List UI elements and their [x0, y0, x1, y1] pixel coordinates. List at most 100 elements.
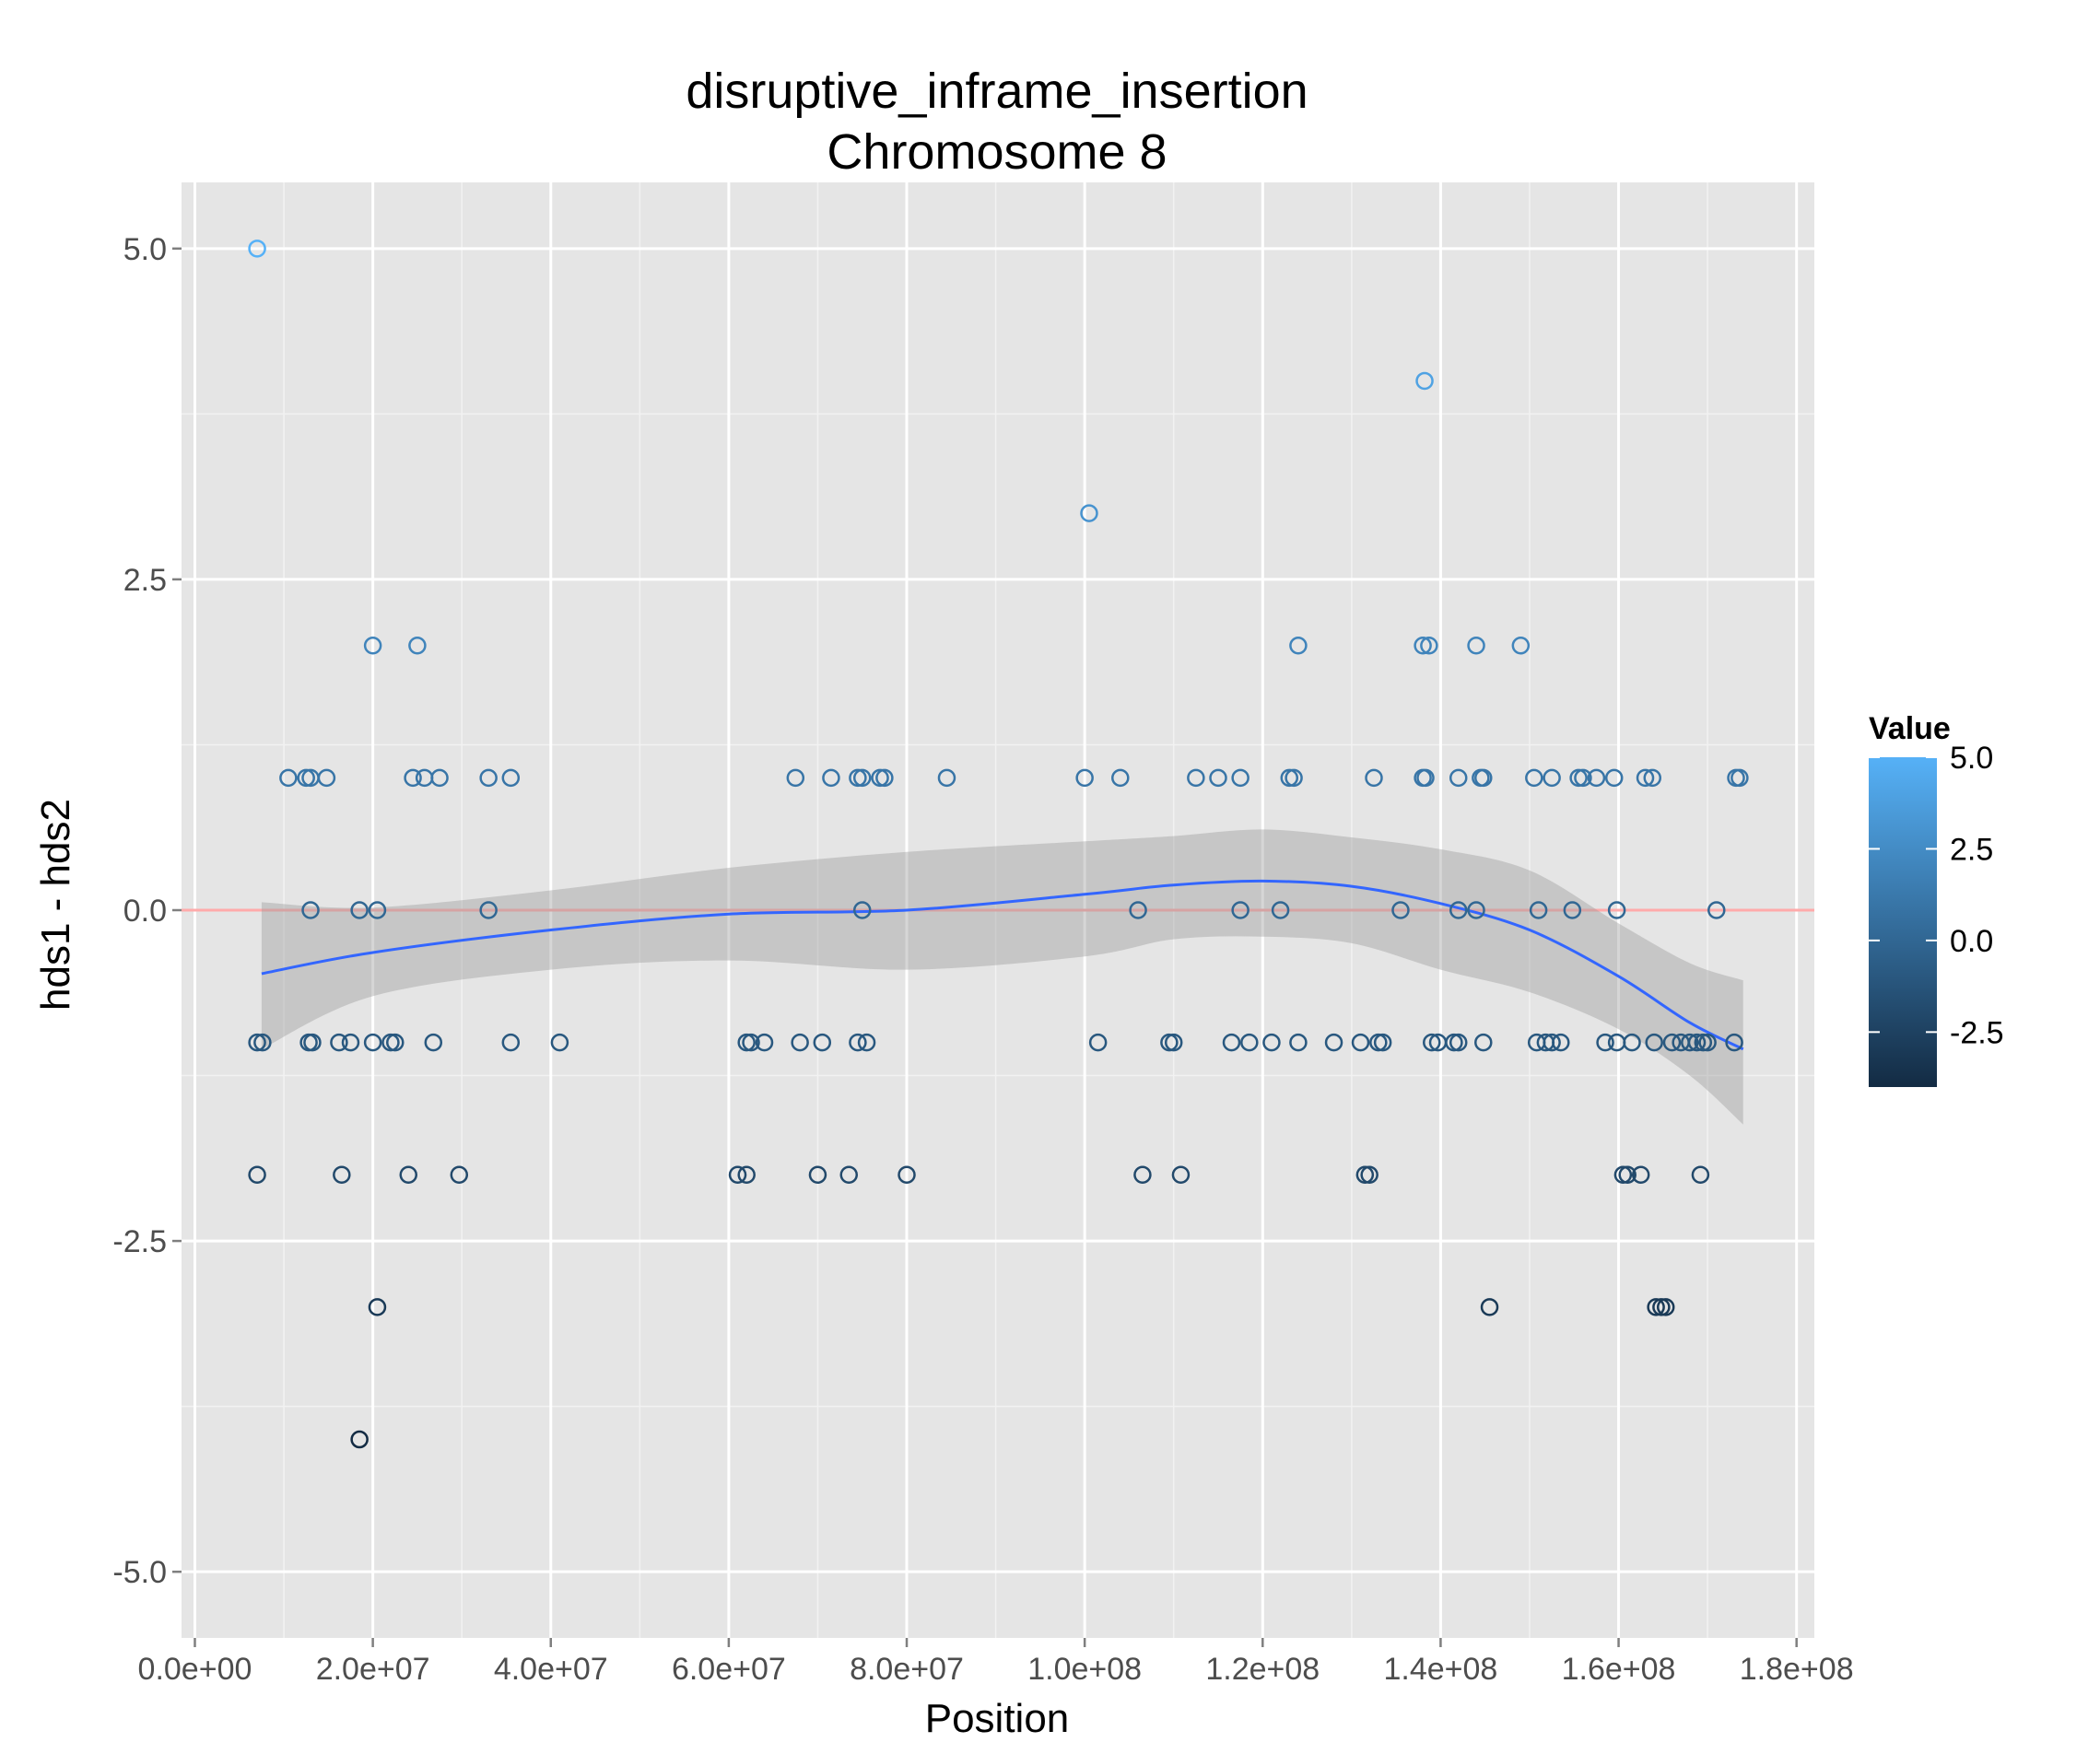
x-tick-label: 4.0e+07 — [494, 1652, 608, 1687]
data-point — [1631, 1165, 1650, 1185]
data-point — [479, 901, 498, 919]
data-point — [1467, 901, 1485, 919]
data-point — [1445, 1033, 1463, 1052]
data-point — [1698, 1033, 1717, 1052]
points-layer — [248, 240, 1749, 1449]
data-point — [333, 1165, 351, 1185]
data-point — [849, 768, 867, 788]
data-point — [1088, 1033, 1108, 1052]
data-point — [399, 1165, 417, 1185]
data-point — [1171, 1165, 1191, 1185]
data-point — [1231, 768, 1249, 788]
data-point — [430, 768, 449, 788]
data-point — [1271, 901, 1290, 919]
data-point — [742, 1033, 760, 1052]
y-axis-title: hds1 - hds2 — [33, 799, 78, 1011]
data-point — [1574, 768, 1592, 788]
data-point — [728, 1165, 747, 1185]
data-point — [1662, 1033, 1682, 1052]
data-point — [1355, 1165, 1375, 1185]
x-axis: 0.0e+00 2.0e+07 4.0e+07 6.0e+07 8.0e+07 1.0e+… — [138, 1638, 1854, 1687]
data-point — [1129, 901, 1147, 919]
legend-tick-label: -2.5 — [1950, 1015, 2004, 1050]
data-point — [363, 1033, 382, 1052]
smooth-line — [261, 879, 1744, 1051]
data-point — [1420, 636, 1438, 655]
legend-ticks: 5.0 2.5 0.0 -2.5 — [1869, 741, 2004, 1050]
data-point — [839, 1165, 859, 1185]
color-legend: Value 5.0 2.5 0.0 -2.5 — [1869, 711, 2004, 1087]
data-point — [1687, 1033, 1707, 1052]
data-point — [897, 1165, 916, 1185]
data-point — [550, 1033, 569, 1052]
smooth-layer — [261, 829, 1744, 1125]
data-point — [350, 1430, 369, 1449]
data-point — [1725, 1033, 1743, 1052]
data-point — [386, 1033, 405, 1052]
x-tick-label: 6.0e+07 — [672, 1652, 786, 1687]
data-point — [368, 1298, 387, 1316]
data-point — [479, 768, 498, 788]
data-point — [1543, 1033, 1561, 1052]
data-point — [248, 1033, 266, 1052]
x-tick-label: 1.6e+08 — [1562, 1652, 1676, 1687]
data-point — [450, 1165, 469, 1185]
legend-tick-label: 2.5 — [1950, 832, 1993, 867]
data-point — [1209, 768, 1227, 788]
data-point — [1391, 901, 1410, 919]
data-point — [1285, 768, 1303, 788]
confidence-band — [261, 829, 1743, 1125]
data-point — [1604, 768, 1624, 788]
x-tick-label: 1.0e+08 — [1027, 1652, 1142, 1687]
data-point — [1449, 768, 1468, 788]
data-point — [248, 1165, 266, 1185]
data-point — [1324, 1033, 1343, 1052]
data-point — [317, 768, 336, 788]
y-tick-label: 2.5 — [123, 563, 167, 598]
data-point — [737, 1165, 756, 1185]
y-tick-label: -5.0 — [112, 1555, 167, 1590]
data-point — [1569, 768, 1588, 788]
data-point — [501, 1033, 521, 1052]
legend-tick-label: 0.0 — [1950, 924, 1993, 959]
data-point — [1613, 1165, 1633, 1185]
data-point — [808, 1165, 827, 1185]
data-point — [279, 768, 298, 788]
data-point — [1415, 371, 1434, 391]
data-point — [1596, 1033, 1614, 1052]
y-tick-label: 5.0 — [123, 232, 167, 267]
x-tick-label: 1.4e+08 — [1383, 1652, 1497, 1687]
data-point — [1529, 901, 1548, 919]
colorbar — [1869, 757, 1937, 1087]
data-point — [1164, 1033, 1183, 1052]
data-point — [1607, 901, 1626, 919]
data-point — [1707, 901, 1726, 919]
data-point — [1423, 1033, 1441, 1052]
data-point — [424, 1033, 443, 1052]
data-point — [1647, 1298, 1665, 1316]
data-point — [1474, 1033, 1493, 1052]
legend-title: Value — [1869, 711, 1951, 746]
data-point — [301, 901, 320, 919]
data-point — [381, 1033, 400, 1052]
data-point — [1222, 1033, 1241, 1052]
data-point — [786, 768, 805, 788]
data-point — [1080, 504, 1098, 522]
y-tick-label: -2.5 — [112, 1224, 167, 1259]
data-point — [1467, 636, 1485, 655]
data-point — [404, 768, 422, 788]
data-point — [1681, 1033, 1699, 1052]
data-point — [1511, 636, 1531, 655]
data-point — [1643, 768, 1661, 788]
data-point — [1160, 1033, 1179, 1052]
data-point — [1416, 768, 1435, 788]
data-point — [1289, 636, 1308, 655]
data-point — [248, 240, 266, 258]
data-point — [1369, 1033, 1388, 1052]
x-axis-title: Position — [925, 1696, 1070, 1741]
x-tick-label: 8.0e+07 — [850, 1652, 964, 1687]
data-point — [363, 636, 382, 655]
data-point — [852, 768, 872, 788]
data-point — [737, 1033, 756, 1052]
data-point — [852, 901, 872, 919]
